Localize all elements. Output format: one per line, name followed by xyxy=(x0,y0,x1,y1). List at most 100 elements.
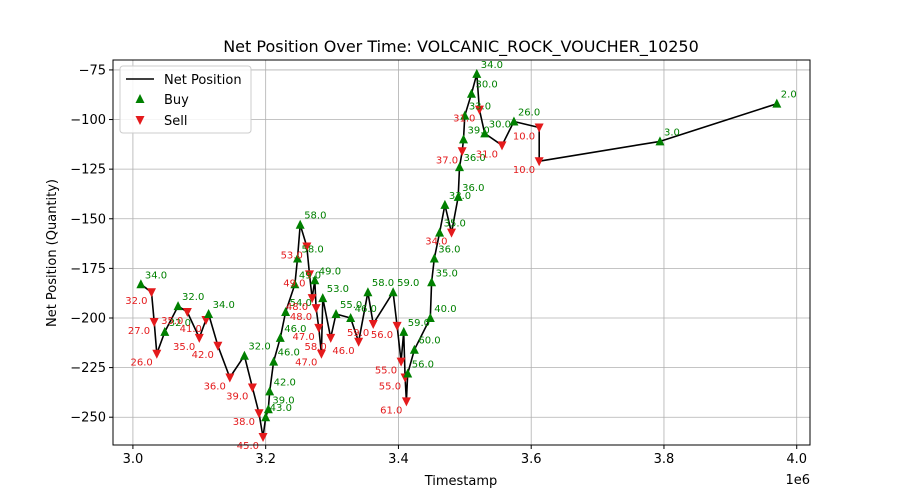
x-axis: 3.0 3.2 3.4 3.6 3.8 4.0 xyxy=(123,445,807,467)
sell-marker xyxy=(368,319,378,329)
buy-label: 49.0 xyxy=(299,270,321,281)
sell-label: 56.0 xyxy=(371,330,393,341)
buy-label: 58.0 xyxy=(304,211,326,222)
trade-labels: 34.032.027.026.032.032.035.035.041.034.0… xyxy=(125,60,796,452)
sell-label: 36.0 xyxy=(204,382,226,393)
buy-marker xyxy=(173,301,183,311)
buy-marker xyxy=(455,162,465,172)
legend-label-sell: Sell xyxy=(164,114,187,129)
sell-marker xyxy=(152,349,162,359)
buy-marker xyxy=(472,68,482,78)
sell-label: 47.0 xyxy=(295,358,317,369)
sell-label: 32.0 xyxy=(125,296,147,307)
buy-marker xyxy=(281,307,291,317)
buy-label: 36.0 xyxy=(438,244,460,255)
buy-marker xyxy=(435,227,445,237)
sell-label: 61.0 xyxy=(380,405,402,416)
sell-marker xyxy=(201,315,211,325)
sell-label: 53.0 xyxy=(281,251,303,262)
y-axis-label: Net Position (Quantity) xyxy=(45,179,60,327)
sell-label: 45.0 xyxy=(237,441,259,452)
buy-marker xyxy=(429,253,439,263)
sell-marker xyxy=(354,337,364,347)
legend-label-buy: Buy xyxy=(164,93,189,108)
sell-label: 55.0 xyxy=(375,366,397,377)
buy-marker xyxy=(388,287,398,297)
buy-label: 56.0 xyxy=(412,360,434,371)
trade-markers xyxy=(136,68,782,443)
buy-marker xyxy=(460,110,470,120)
sell-marker xyxy=(307,294,317,304)
sell-label: 42.0 xyxy=(192,350,214,361)
sell-label: 34.0 xyxy=(425,237,447,248)
sell-marker xyxy=(474,105,484,115)
x-tick-label: 3.0 xyxy=(123,452,144,467)
buy-marker xyxy=(403,368,413,378)
y-tick-label: −125 xyxy=(70,163,106,178)
buy-label: 58.0 xyxy=(302,244,324,255)
buy-marker xyxy=(655,136,665,146)
y-tick-label: −150 xyxy=(70,212,106,227)
sell-marker xyxy=(149,317,159,327)
buy-label: 49.0 xyxy=(319,266,341,277)
sell-marker xyxy=(534,157,544,167)
buy-marker xyxy=(331,309,341,319)
buy-label: 55.0 xyxy=(340,300,362,311)
sell-marker xyxy=(247,383,257,393)
buy-label: 2.0 xyxy=(781,90,797,101)
y-tick-label: −100 xyxy=(70,113,106,128)
sell-marker xyxy=(447,228,457,238)
x-tick-label: 3.2 xyxy=(255,452,276,467)
y-tick-label: −200 xyxy=(70,311,106,326)
sell-label: 10.0 xyxy=(513,165,535,176)
sell-marker xyxy=(314,323,324,333)
buy-marker xyxy=(480,128,490,138)
y-tick-label: −175 xyxy=(70,262,106,277)
sell-marker xyxy=(401,397,411,407)
buy-label: 46.0 xyxy=(284,324,306,335)
buy-label: 32.0 xyxy=(169,318,191,329)
sell-label: 46.0 xyxy=(332,346,354,357)
buy-marker xyxy=(425,312,435,322)
sell-label: 41.0 xyxy=(180,324,202,335)
sell-label: 58.0 xyxy=(304,342,326,353)
buy-label: 39.0 xyxy=(272,395,294,406)
buy-label: 33.0 xyxy=(469,102,491,113)
x-tick-label: 3.8 xyxy=(654,452,675,467)
buy-label: 53.0 xyxy=(327,284,349,295)
sell-label: 26.0 xyxy=(131,358,153,369)
sell-label: 38.0 xyxy=(233,417,255,428)
buy-label: 34.0 xyxy=(213,300,235,311)
sell-marker xyxy=(225,373,235,383)
x-axis-label: Timestamp xyxy=(424,474,498,489)
sell-label: 48.0 xyxy=(290,312,312,323)
buy-label: 40.0 xyxy=(434,304,456,315)
buy-marker xyxy=(440,199,450,209)
buy-label: 35.0 xyxy=(444,219,466,230)
buy-label: 33.0 xyxy=(449,191,471,202)
buy-marker xyxy=(293,253,303,263)
sell-marker xyxy=(304,270,314,280)
buy-marker xyxy=(453,191,463,201)
buy-label: 60.0 xyxy=(418,336,440,347)
y-tick-label: −75 xyxy=(79,63,106,78)
buy-marker xyxy=(290,279,300,289)
sell-label: 55.0 xyxy=(379,382,401,393)
legend-box xyxy=(119,65,252,134)
buy-marker xyxy=(772,98,782,108)
sell-marker xyxy=(497,141,507,151)
buy-label: 32.0 xyxy=(248,342,270,353)
x-tick-label: 3.4 xyxy=(388,452,409,467)
buy-marker xyxy=(310,275,320,285)
plot-area-frame xyxy=(112,59,811,446)
sell-marker xyxy=(316,349,326,359)
buy-label: 59.0 xyxy=(408,318,430,329)
buy-label: 58.0 xyxy=(372,278,394,289)
buy-label: 26.0 xyxy=(518,108,540,119)
buy-label: 30.0 xyxy=(475,80,497,91)
sell-marker xyxy=(311,304,321,314)
sell-label: 49.0 xyxy=(283,278,305,289)
sell-marker xyxy=(182,308,192,318)
sell-marker xyxy=(534,123,544,133)
buy-marker xyxy=(409,344,419,354)
